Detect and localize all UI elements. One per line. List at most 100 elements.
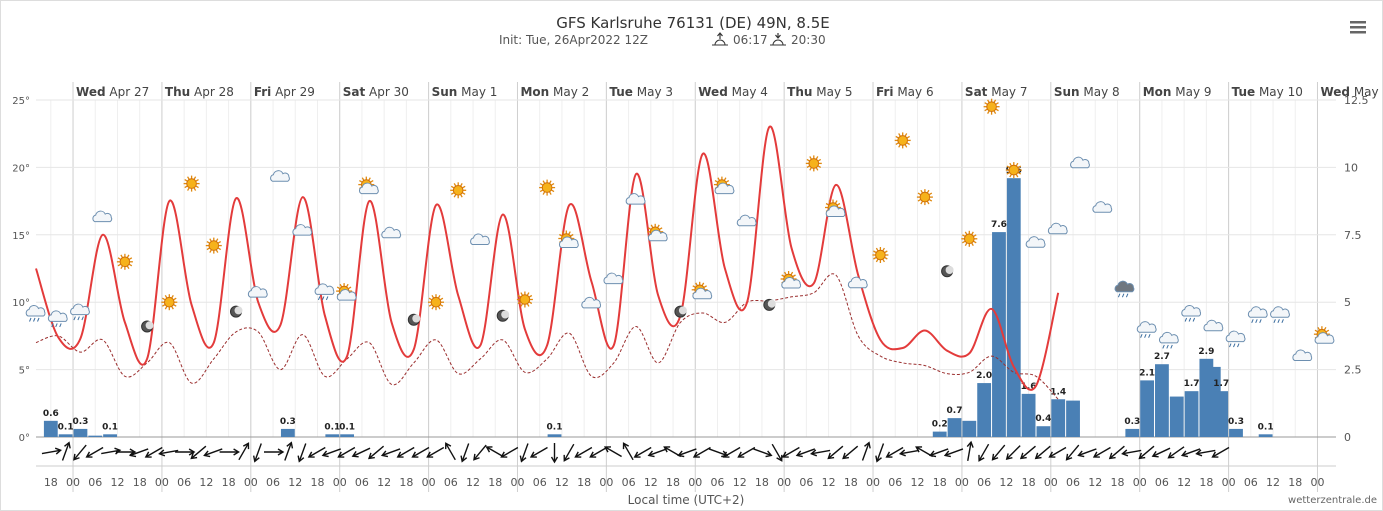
sun-ray bbox=[884, 250, 888, 254]
x-tick-label: 06 bbox=[177, 476, 191, 489]
precip-label: 1.4 bbox=[1050, 387, 1066, 397]
series-lines bbox=[35, 125, 1060, 400]
precip-label: 0.2 bbox=[932, 420, 948, 430]
sun-ray bbox=[171, 294, 174, 299]
sun-ray bbox=[834, 200, 838, 204]
x-tick-label: 00 bbox=[1044, 476, 1058, 489]
precip-label: 1.7 bbox=[1213, 379, 1229, 389]
wind-head bbox=[603, 446, 611, 453]
sunset-icon bbox=[770, 33, 786, 46]
wind-arrow bbox=[460, 443, 470, 463]
precip-bar bbox=[977, 383, 992, 437]
sun-ray bbox=[973, 234, 977, 237]
rain-drop bbox=[81, 316, 84, 321]
sun-icon bbox=[205, 237, 222, 254]
rain-drop bbox=[59, 323, 62, 328]
day-name: Fri bbox=[254, 85, 271, 99]
wind-head bbox=[810, 449, 818, 457]
sun-icon bbox=[894, 132, 911, 149]
cloud-shape bbox=[470, 233, 490, 245]
rain-drop bbox=[1251, 319, 1254, 323]
x-tick-label: 12 bbox=[910, 476, 924, 489]
sun-ray bbox=[692, 285, 696, 288]
sun-ray bbox=[568, 231, 571, 235]
sun-ray bbox=[695, 282, 698, 286]
day-name: Thu bbox=[787, 85, 812, 99]
cloud-icon bbox=[92, 210, 113, 223]
sun-cloud-icon bbox=[1313, 326, 1335, 344]
sun-ray bbox=[920, 201, 923, 205]
cloud-shape bbox=[825, 205, 846, 217]
cloud-icon bbox=[292, 224, 313, 236]
cloud-shape bbox=[559, 236, 579, 248]
wind-arrow bbox=[722, 446, 741, 458]
moon-icon bbox=[230, 305, 243, 318]
x-tick-label: 18 bbox=[933, 476, 947, 489]
wind-shaft bbox=[191, 445, 207, 459]
sun-ray bbox=[526, 303, 530, 307]
sun-disc bbox=[963, 233, 975, 245]
sun-ray bbox=[368, 177, 371, 181]
cloud-rain-icon bbox=[1247, 306, 1268, 323]
sun-ray bbox=[462, 185, 466, 189]
y-right-tick: 2.5 bbox=[1344, 364, 1362, 377]
x-tick-label: 06 bbox=[977, 476, 991, 489]
sun-ray bbox=[162, 304, 166, 307]
sun-ray bbox=[1017, 165, 1022, 169]
wind-shaft bbox=[753, 448, 771, 456]
rain-drop bbox=[73, 316, 76, 321]
sun-ray bbox=[453, 194, 457, 198]
y-left-tick: 25° bbox=[12, 96, 30, 107]
sun-ray bbox=[784, 271, 787, 275]
day-date: May 8 bbox=[1080, 85, 1120, 99]
x-tick-label: 18 bbox=[1110, 476, 1124, 489]
wind-arrow bbox=[101, 447, 122, 455]
wind-head bbox=[550, 456, 559, 464]
wind-shaft bbox=[298, 443, 307, 461]
wind-arrow bbox=[589, 446, 608, 458]
sun-ray bbox=[898, 144, 901, 148]
day-label: Sun May 1 bbox=[432, 85, 498, 99]
wind-arrow bbox=[337, 446, 356, 458]
precip-bar bbox=[1214, 391, 1229, 437]
wind-shaft bbox=[501, 446, 519, 458]
wind-head bbox=[1180, 450, 1189, 458]
wind-arrow bbox=[426, 446, 445, 458]
wind-head bbox=[563, 454, 570, 462]
wind-arrow bbox=[633, 446, 652, 458]
cloud-icon bbox=[847, 276, 868, 289]
sun-ray bbox=[809, 156, 812, 160]
precip-label: 0.4 bbox=[1035, 414, 1051, 424]
cloud-shape bbox=[647, 229, 668, 242]
sun-ray bbox=[809, 167, 812, 171]
x-tick-label: 18 bbox=[844, 476, 858, 489]
sun-ray bbox=[984, 102, 988, 105]
wind-shaft bbox=[1153, 447, 1171, 457]
wind-shaft bbox=[564, 443, 575, 461]
cloud-shape bbox=[1247, 306, 1268, 318]
wind-arrow bbox=[219, 448, 240, 456]
wind-head bbox=[677, 450, 685, 458]
wind-head bbox=[776, 454, 783, 462]
precip-bar bbox=[1199, 358, 1214, 437]
rain-drop bbox=[1255, 319, 1258, 323]
wind-head bbox=[158, 449, 166, 457]
sun-ray bbox=[359, 180, 363, 183]
rain-drop bbox=[1140, 334, 1143, 338]
hamburger-icon[interactable] bbox=[1350, 21, 1366, 34]
wind-arrow bbox=[158, 449, 179, 457]
wind-shaft bbox=[1066, 444, 1080, 460]
wind-arrow bbox=[61, 441, 71, 461]
day-name: Wed bbox=[1320, 85, 1350, 99]
wind-shaft bbox=[487, 446, 504, 458]
wind-head bbox=[864, 441, 871, 449]
wind-arrow bbox=[367, 445, 385, 460]
wind-arrow bbox=[1065, 444, 1080, 461]
precip-label: 0.1 bbox=[1258, 422, 1274, 432]
precip-bar bbox=[932, 431, 947, 437]
wind-head bbox=[500, 451, 508, 458]
y-left-tick: 15° bbox=[12, 231, 30, 242]
moon-light bbox=[678, 306, 687, 315]
wind-arrow bbox=[1138, 445, 1155, 460]
wind-arrow bbox=[252, 443, 262, 463]
